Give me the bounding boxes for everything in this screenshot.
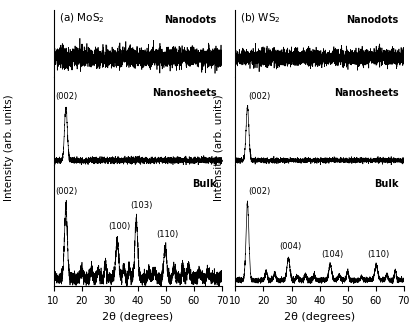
Text: (002): (002) (55, 92, 77, 101)
Text: (002): (002) (248, 92, 270, 101)
Text: Nanodots: Nanodots (165, 15, 217, 25)
Text: (002): (002) (248, 187, 270, 196)
Text: (104): (104) (321, 250, 343, 259)
Text: Intensity (arb. units): Intensity (arb. units) (4, 95, 14, 201)
Text: Bulk: Bulk (192, 179, 217, 190)
X-axis label: 2θ (degrees): 2θ (degrees) (284, 312, 355, 321)
Text: Bulk: Bulk (374, 179, 399, 190)
Text: (103): (103) (130, 201, 152, 210)
Text: (110): (110) (156, 230, 178, 239)
Text: Nanosheets: Nanosheets (334, 88, 399, 98)
Text: (a) MoS$_2$: (a) MoS$_2$ (59, 12, 104, 25)
Text: (100): (100) (108, 222, 131, 231)
Text: Intensity (arb. units): Intensity (arb. units) (214, 95, 224, 201)
Text: (b) WS$_2$: (b) WS$_2$ (241, 12, 281, 25)
Text: (110): (110) (367, 250, 389, 259)
Text: Nanodots: Nanodots (346, 15, 399, 25)
X-axis label: 2θ (degrees): 2θ (degrees) (102, 312, 173, 321)
Text: Nanosheets: Nanosheets (152, 88, 217, 98)
Text: (004): (004) (279, 242, 301, 251)
Text: (002): (002) (55, 187, 77, 196)
